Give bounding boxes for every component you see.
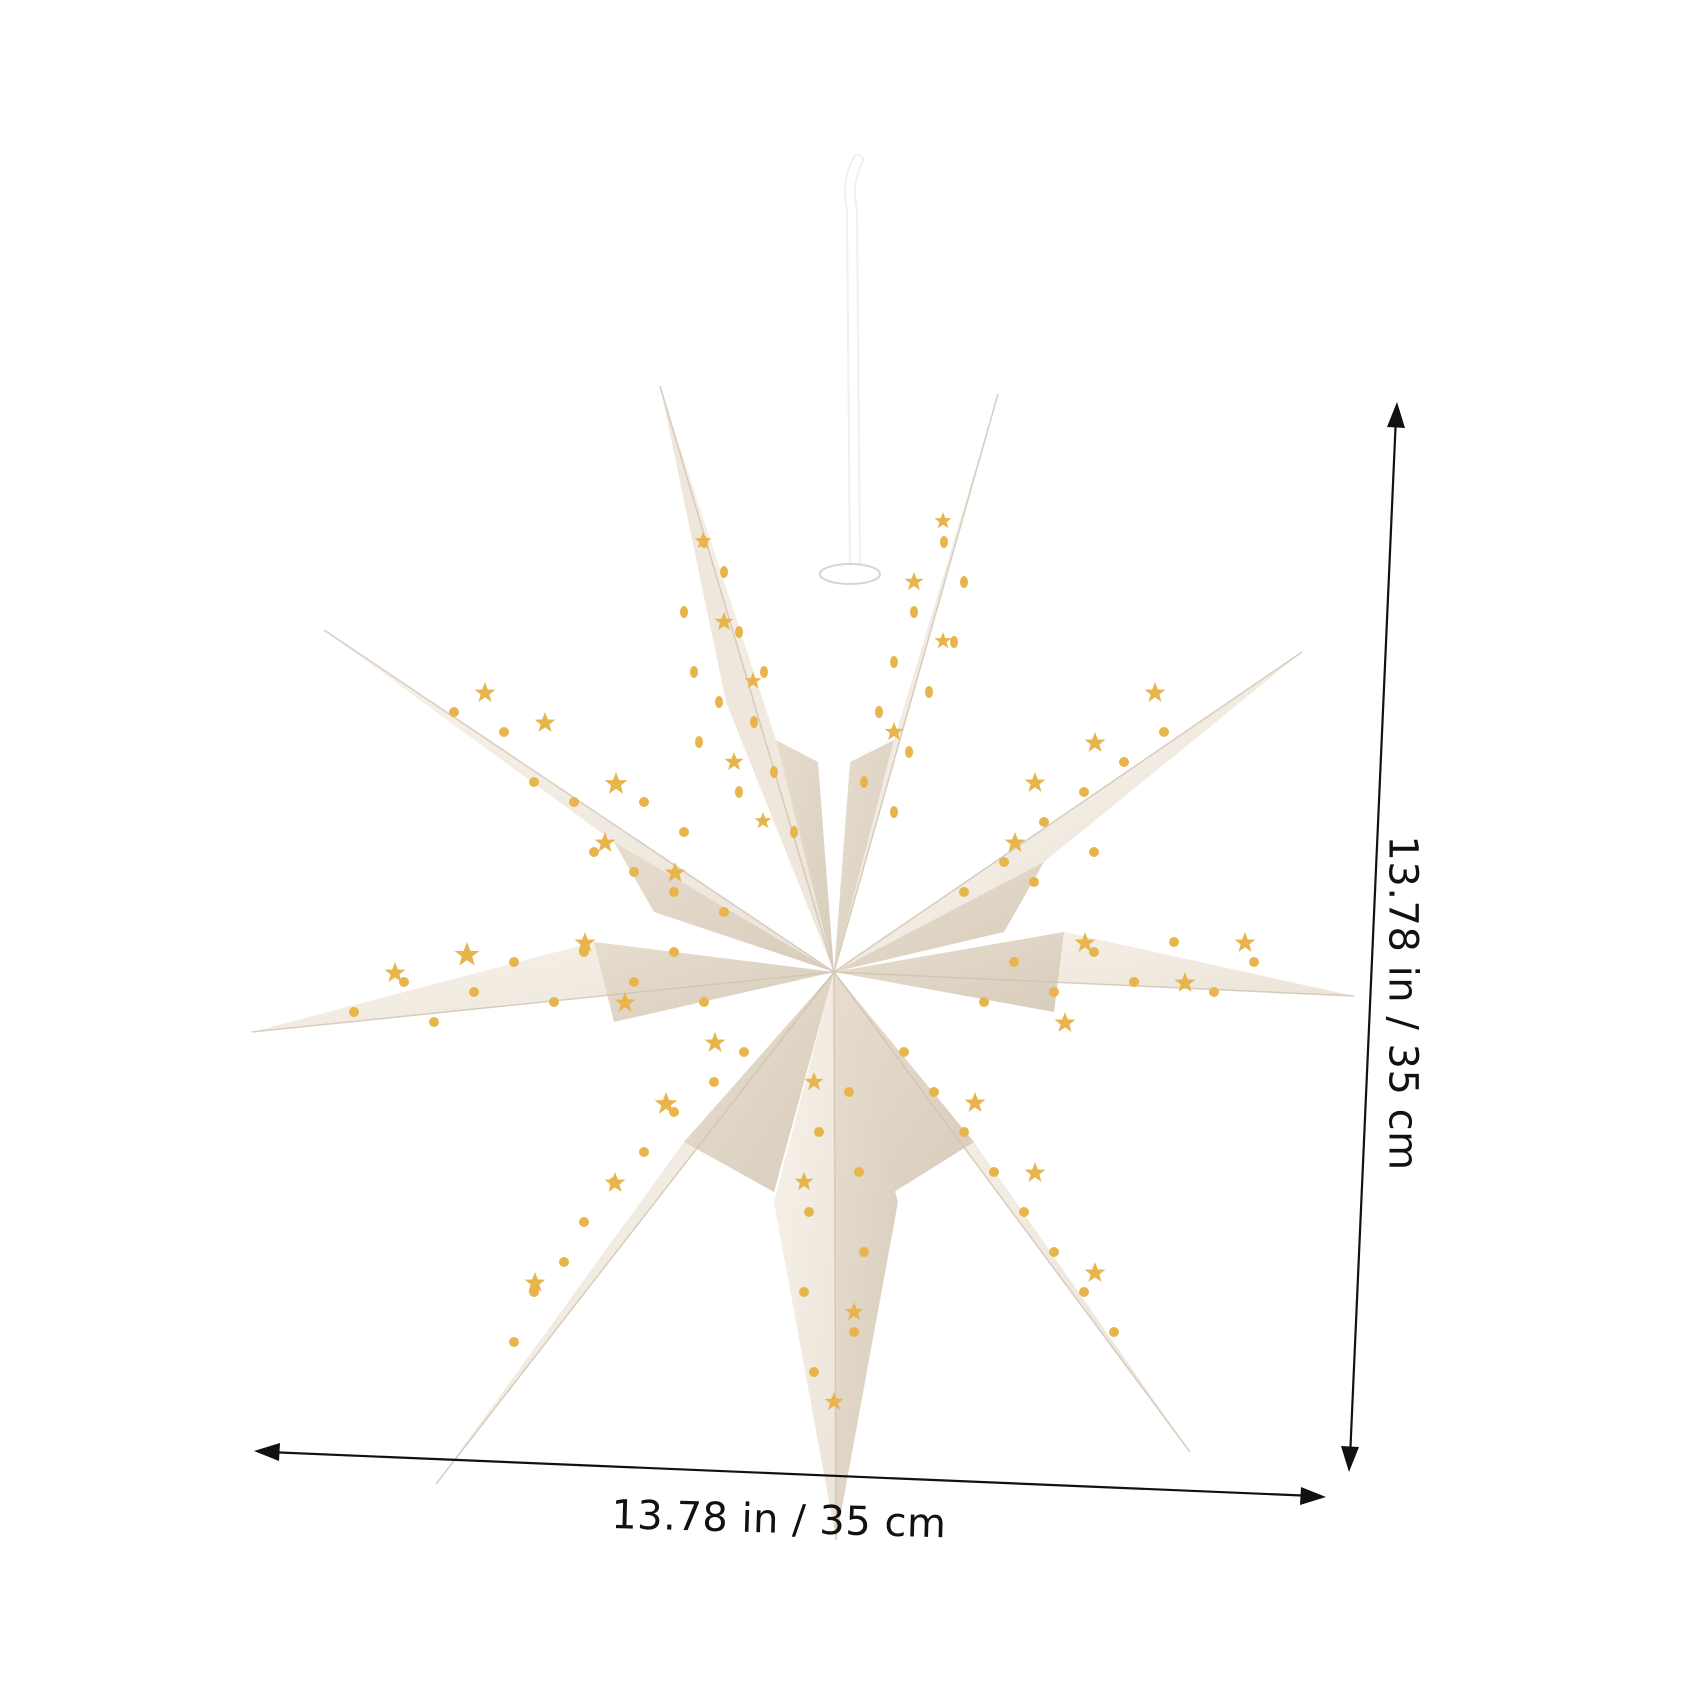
star-point-5: [252, 942, 834, 1032]
star-creases: [251, 385, 1355, 1541]
star-point-6: [834, 932, 1354, 1012]
hanging-string: [819, 154, 881, 585]
cutout-dots: [349, 536, 1259, 1377]
height-label: 13.78 in / 35 cm: [1379, 835, 1426, 1171]
width-dimension-arrow: [254, 1443, 1326, 1505]
height-dimension-arrow: [1341, 402, 1405, 1472]
width-label: 13.78 in / 35 cm: [610, 1492, 948, 1548]
star-lantern: [251, 385, 1355, 1541]
